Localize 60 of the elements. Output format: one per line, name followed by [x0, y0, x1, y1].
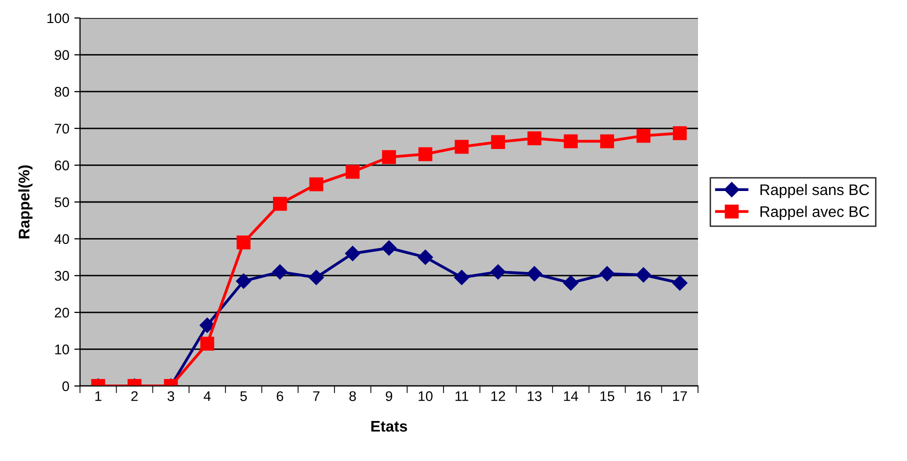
x-tick-label: 1 — [95, 391, 102, 401]
y-tick-label: 70 — [54, 124, 70, 134]
point — [454, 140, 469, 154]
point — [600, 266, 615, 282]
legend-label: Rappel sans BC — [760, 184, 870, 198]
x-tick-label: 8 — [349, 391, 356, 402]
point — [527, 131, 542, 146]
x-tick-label: 7 — [313, 391, 320, 401]
x-tick-label: 13 — [528, 391, 542, 402]
point — [346, 164, 360, 179]
y-tick-label: 0 — [62, 381, 70, 392]
x-tick-label: 15 — [600, 391, 614, 402]
y-tick-label: 50 — [54, 197, 70, 208]
y-tick-label: 80 — [54, 86, 70, 97]
point — [382, 150, 396, 164]
point — [564, 134, 578, 148]
point — [272, 264, 288, 280]
point — [526, 266, 542, 282]
y-tick-label: 40 — [54, 234, 70, 244]
point — [636, 128, 650, 143]
x-tick-label: 6 — [276, 391, 284, 402]
y-axis-title: Rappel(%) — [18, 165, 33, 238]
x-axis-title: Etats — [371, 421, 408, 432]
x-tick-label: 11 — [456, 391, 468, 401]
point — [272, 196, 287, 211]
point — [418, 250, 433, 265]
y-tick-label: 30 — [54, 270, 70, 281]
point — [236, 274, 252, 289]
x-tick-label: 9 — [386, 391, 392, 402]
y-tick-label: 60 — [54, 160, 70, 170]
x-tick-label: 12 — [491, 391, 506, 401]
point — [418, 147, 432, 162]
point — [309, 177, 324, 192]
point — [200, 336, 214, 351]
point — [636, 267, 652, 282]
y-tick-label: 100 — [47, 13, 70, 24]
x-tick-label: 5 — [240, 391, 247, 402]
x-tick-label: 4 — [204, 391, 211, 401]
x-tick-label: 2 — [131, 391, 138, 401]
y-tick-label: 20 — [54, 308, 70, 318]
x-tick-label: 14 — [564, 391, 578, 401]
x-tick-label: 10 — [418, 391, 433, 402]
point — [236, 236, 251, 250]
point — [200, 318, 215, 333]
point — [381, 240, 397, 256]
point — [454, 270, 470, 286]
y-tick-label: 10 — [55, 344, 70, 354]
point — [563, 275, 578, 291]
x-tick-label: 3 — [168, 391, 174, 402]
point — [672, 275, 688, 291]
point — [490, 264, 506, 280]
x-tick-label: 17 — [673, 391, 687, 401]
legend-label: Rappel avec BC — [760, 206, 870, 220]
point — [600, 134, 614, 148]
point — [672, 126, 687, 140]
point — [345, 246, 360, 262]
x-tick-label: 16 — [636, 391, 651, 402]
y-tick-label: 90 — [54, 50, 70, 60]
point — [491, 135, 506, 149]
point — [308, 270, 324, 286]
